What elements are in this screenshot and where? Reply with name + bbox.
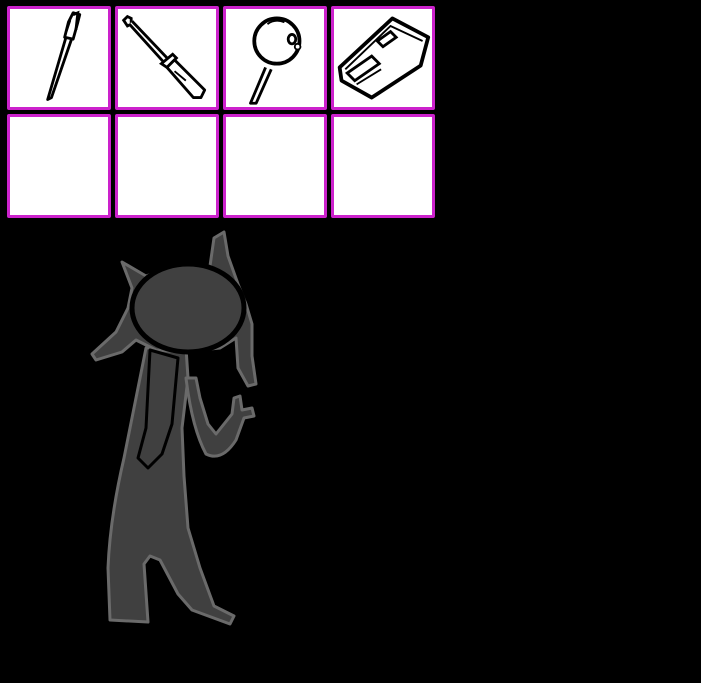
card-icon — [337, 16, 431, 100]
inventory-slot-3[interactable] — [223, 6, 327, 110]
inventory-slot-7[interactable] — [223, 114, 327, 218]
inventory-slot-1[interactable] — [7, 6, 111, 110]
inventory-slot-4[interactable] — [331, 6, 435, 110]
inventory-grid — [7, 6, 435, 218]
inventory-slot-6[interactable] — [115, 114, 219, 218]
inventory-slot-2[interactable] — [115, 6, 219, 110]
inventory-slot-5[interactable] — [7, 114, 111, 218]
pen-icon — [46, 10, 82, 101]
inventory-slot-8[interactable] — [331, 114, 435, 218]
cat-character[interactable] — [88, 228, 268, 633]
screwdriver-icon — [121, 14, 207, 99]
lollipop-icon — [249, 16, 302, 105]
